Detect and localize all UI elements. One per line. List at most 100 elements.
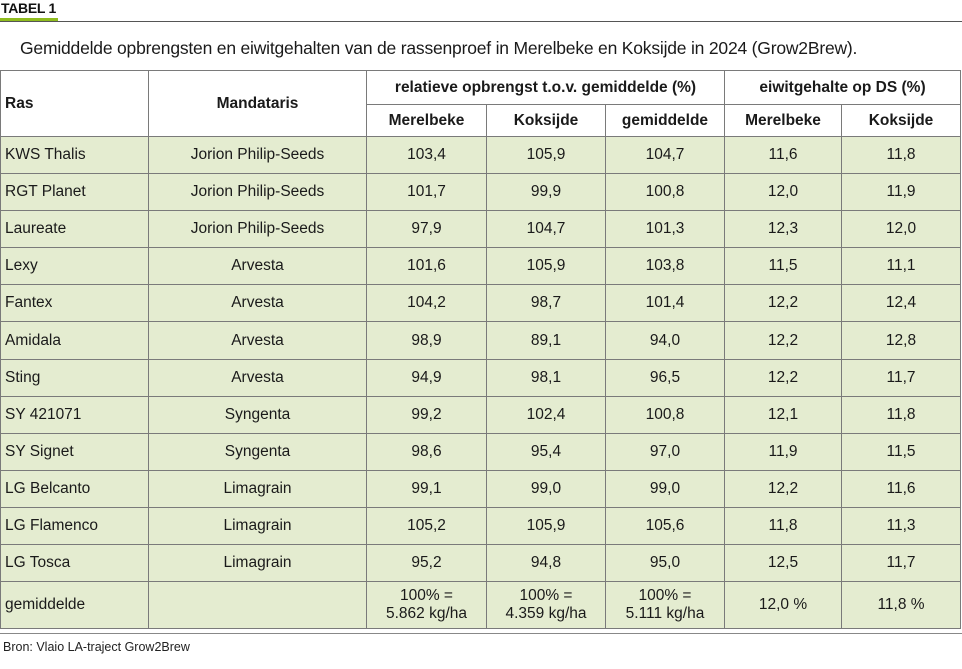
cell-mandataris: Jorion Philip-Seeds [148,210,367,249]
table-row: Amidala Arvesta 98,9 89,1 94,0 12,2 12,8 [0,321,961,360]
cell-yield-koksijde: 98,1 [486,358,606,397]
cell-ras: LG Flamenco [0,506,149,546]
cell-yield-merelbeke: 103,4 [366,135,487,175]
cell-mandataris: Arvesta [148,321,367,360]
cell-protein-merelbeke: 12,3 [724,210,842,249]
cell-mandataris: Limagrain [148,506,367,546]
col-header-yield-gemiddelde: gemiddelde [605,104,725,137]
cell-yield-koksijde: 98,7 [486,284,606,323]
cell-yield-koksijde: 102,4 [486,395,606,434]
source-divider [0,633,962,634]
cell-yield-koksijde: 99,9 [486,173,606,212]
cell-protein-merelbeke: 12,5 [724,544,842,583]
cell-ras: Lexy [0,247,149,286]
cell-protein-koksijde: 11,1 [841,247,961,286]
average-yield-gemiddelde-line1: 100% = [638,587,692,605]
cell-yield-gemiddelde: 97,0 [605,432,725,471]
cell-yield-gemiddelde: 104,7 [605,135,725,175]
cell-mandataris: Syngenta [148,432,367,471]
cell-yield-koksijde: 105,9 [486,247,606,286]
col-header-protein-koksijde: Koksijde [841,104,961,137]
cell-yield-gemiddelde: 100,8 [605,173,725,212]
col-header-yield-merelbeke: Merelbeke [366,104,487,137]
cell-yield-gemiddelde: 103,8 [605,247,725,286]
average-yield-gemiddelde-line2: 5.111 kg/ha [625,605,705,623]
cell-yield-koksijde: 94,8 [486,544,606,583]
table-row: KWS Thalis Jorion Philip-Seeds 103,4 105,9 1… [0,135,961,175]
table-caption: Gemiddelde opbrengsten en eiwitgehalten … [20,38,858,58]
average-mandataris [148,581,367,630]
cell-yield-koksijde: 95,4 [486,432,606,471]
cell-yield-gemiddelde: 99,0 [605,469,725,508]
cell-protein-merelbeke: 11,5 [724,247,842,286]
average-protein-merelbeke: 12,0 % [724,581,842,630]
group-header-protein: eiwitgehalte op DS (%) [724,70,961,105]
cell-protein-merelbeke: 12,0 [724,173,842,212]
cell-yield-merelbeke: 99,1 [366,469,487,508]
cell-protein-koksijde: 11,6 [841,469,961,508]
cell-protein-merelbeke: 12,2 [724,284,842,323]
cell-protein-koksijde: 11,3 [841,506,961,546]
header-row-2: Merelbeke Koksijde gemiddelde Merelbeke … [1,104,961,137]
average-protein-koksijde: 11,8 % [841,581,961,630]
cell-protein-koksijde: 11,7 [841,358,961,397]
cell-yield-gemiddelde: 94,0 [605,321,725,360]
cell-protein-koksijde: 11,8 [841,135,961,175]
average-label: gemiddelde [0,581,149,630]
cell-mandataris: Arvesta [148,358,367,397]
cell-yield-merelbeke: 98,6 [366,432,487,471]
cell-yield-koksijde: 105,9 [486,135,606,175]
cell-protein-merelbeke: 12,2 [724,321,842,360]
table-body: KWS Thalis Jorion Philip-Seeds 103,4 105,9 1… [0,135,961,630]
cell-ras: Fantex [0,284,149,323]
cell-mandataris: Arvesta [148,247,367,286]
table-label: TABEL 1 [0,0,58,21]
cell-protein-koksijde: 12,4 [841,284,961,323]
cell-ras: Sting [0,358,149,397]
cell-mandataris: Limagrain [148,469,367,508]
cell-ras: SY Signet [0,432,149,471]
results-table: Ras Mandataris relatieve opbrengst t.o.v… [0,70,961,630]
cell-protein-koksijde: 11,5 [841,432,961,471]
cell-protein-merelbeke: 12,1 [724,395,842,434]
table-row: Lexy Arvesta 101,6 105,9 103,8 11,5 11,1 [0,247,961,286]
cell-yield-gemiddelde: 105,6 [605,506,725,546]
average-row: gemiddelde 100% = 5.862 kg/ha 100% = 4.3… [0,581,961,630]
cell-yield-gemiddelde: 100,8 [605,395,725,434]
cell-protein-koksijde: 12,8 [841,321,961,360]
cell-yield-merelbeke: 101,7 [366,173,487,212]
cell-yield-koksijde: 104,7 [486,210,606,249]
cell-mandataris: Arvesta [148,284,367,323]
cell-yield-merelbeke: 104,2 [366,284,487,323]
table-label-wrap: TABEL 1 [0,0,58,21]
cell-yield-merelbeke: 94,9 [366,358,487,397]
cell-protein-koksijde: 11,8 [841,395,961,434]
cell-yield-koksijde: 105,9 [486,506,606,546]
header-row-1: Ras Mandataris relatieve opbrengst t.o.v… [0,70,961,137]
table-row: SY 421071 Syngenta 99,2 102,4 100,8 12,1 11,8 [0,395,961,434]
table-row: LG Tosca Limagrain 95,2 94,8 95,0 12,5 11,7 [0,544,961,583]
col-header-ras: Ras [0,70,149,137]
table-row: LG Flamenco Limagrain 105,2 105,9 105,6 11,8 1… [0,506,961,546]
cell-yield-merelbeke: 101,6 [366,247,487,286]
cell-ras: LG Tosca [0,544,149,583]
cell-mandataris: Limagrain [148,544,367,583]
cell-protein-koksijde: 11,7 [841,544,961,583]
table-row: RGT Planet Jorion Philip-Seeds 101,7 99,9 10… [0,173,961,212]
average-yield-koksijde: 100% = 4.359 kg/ha [486,581,606,630]
cell-yield-koksijde: 89,1 [486,321,606,360]
cell-protein-merelbeke: 11,6 [724,135,842,175]
cell-yield-merelbeke: 97,9 [366,210,487,249]
cell-protein-merelbeke: 11,9 [724,432,842,471]
table-row: Sting Arvesta 94,9 98,1 96,5 12,2 11,7 [0,358,961,397]
table-row: Fantex Arvesta 104,2 98,7 101,4 12,2 12,4 [0,284,961,323]
cell-mandataris: Syngenta [148,395,367,434]
cell-ras: Amidala [0,321,149,360]
cell-yield-gemiddelde: 96,5 [605,358,725,397]
cell-protein-koksijde: 11,9 [841,173,961,212]
cell-yield-merelbeke: 98,9 [366,321,487,360]
col-header-protein-merelbeke: Merelbeke [724,104,842,137]
cell-ras: KWS Thalis [0,135,149,175]
cell-protein-merelbeke: 12,2 [724,469,842,508]
cell-mandataris: Jorion Philip-Seeds [148,173,367,212]
